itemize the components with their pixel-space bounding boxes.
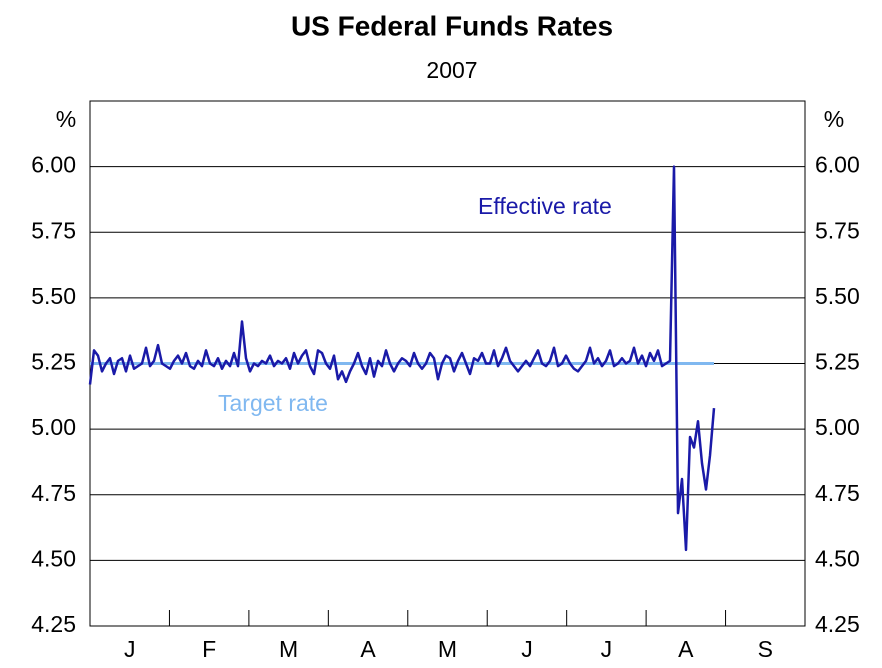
y-tick-label: 5.00 (31, 414, 76, 440)
y2-tick-label: 4.25 (815, 611, 860, 637)
y-tick-label: 5.75 (31, 217, 76, 243)
y2-tick-label: 5.50 (815, 283, 860, 309)
y-tick-label: 4.50 (31, 545, 76, 571)
annotation: Effective rate (478, 193, 612, 219)
y2-tick-label: 5.25 (815, 349, 860, 375)
y-axis-label: % (56, 106, 76, 132)
x-tick-label: A (678, 636, 694, 662)
y2-tick-label: 6.00 (815, 152, 860, 178)
chart-subtitle: 2007 (426, 57, 477, 83)
y2-axis-label: % (824, 106, 844, 132)
y2-tick-label: 5.75 (815, 217, 860, 243)
y-tick-label: 6.00 (31, 152, 76, 178)
series-line (88, 165, 716, 552)
x-tick-label: M (279, 636, 298, 662)
x-tick-label: M (438, 636, 457, 662)
annotation: Target rate (218, 390, 328, 416)
y2-tick-label: 4.75 (815, 480, 860, 506)
y-tick-label: 4.25 (31, 611, 76, 637)
chart-title: US Federal Funds Rates (291, 10, 613, 41)
y2-tick-label: 4.50 (815, 545, 860, 571)
y-tick-label: 5.25 (31, 349, 76, 375)
x-tick-label: J (601, 636, 613, 662)
y-tick-label: 4.75 (31, 480, 76, 506)
y2-tick-label: 5.00 (815, 414, 860, 440)
x-tick-label: J (521, 636, 533, 662)
y-tick-label: 5.50 (31, 283, 76, 309)
x-tick-label: J (124, 636, 136, 662)
x-tick-label: F (202, 636, 216, 662)
x-tick-label: A (360, 636, 376, 662)
x-tick-label: S (758, 636, 773, 662)
